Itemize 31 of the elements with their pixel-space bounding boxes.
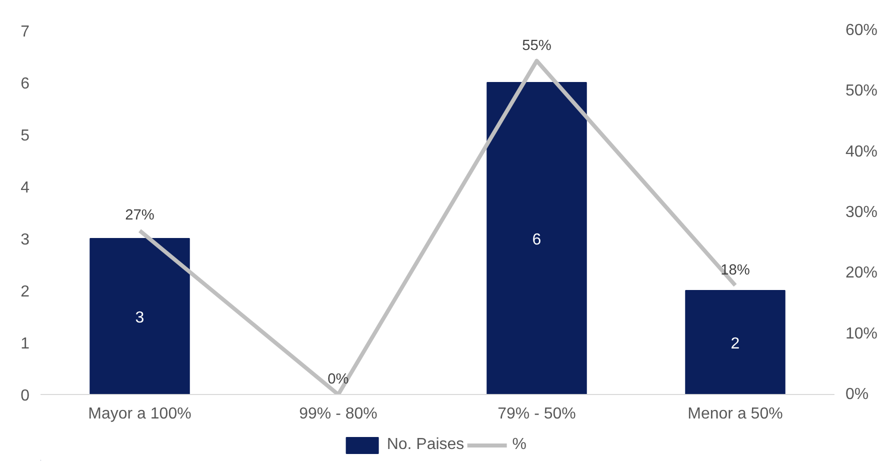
y-tick-label: 6 [20,76,30,92]
x-tick-label: 99% - 80% [299,406,378,422]
y2-tick-label: 0% [846,386,869,403]
data-label: 6 [532,232,542,248]
y2-tick-label: 10% [846,325,878,342]
y2-tick-label: 50% [846,82,878,100]
data-label: 3 [135,310,144,326]
data-label: 55% [522,38,552,54]
bar [486,82,587,394]
bar [90,238,190,394]
bar [685,290,786,394]
legend-label: % [512,436,528,454]
y-tick-label: 5 [20,128,30,144]
y-tick-label: 4 [20,180,30,196]
y-tick-label: 1 [20,336,30,352]
data-label: 27% [125,208,154,224]
y2-tick-label: 30% [846,204,878,221]
y-tick-label: 2 [20,284,30,300]
legend-label: No. Paises [386,436,464,454]
x-tick-label: 79% - 50% [498,406,576,422]
data-label: 0% [328,372,349,388]
y2-tick-label: 20% [846,264,878,282]
y2-tick-label: 40% [846,143,878,160]
y2-tick-label: 60% [846,22,878,39]
y-tick-label: 7 [20,24,30,40]
data-label: 2 [730,336,740,352]
y-tick-label: 0 [20,388,30,404]
data-label: 18% [720,262,750,278]
y-tick-label: 3 [20,232,30,248]
x-tick-label: Menor a 50% [688,406,783,422]
x-tick-label: Mayor a 100% [88,406,192,422]
